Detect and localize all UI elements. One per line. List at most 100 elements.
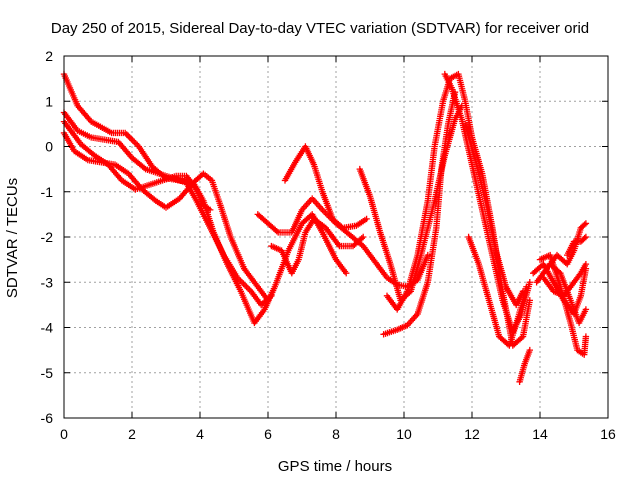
data-point <box>513 290 526 309</box>
data-point <box>417 199 438 259</box>
data-point <box>152 197 168 210</box>
data-point <box>387 260 404 302</box>
data-point <box>577 262 589 277</box>
data-point <box>564 240 577 259</box>
data-point <box>523 283 530 290</box>
data-point <box>363 215 370 223</box>
series-track-12 <box>465 233 530 349</box>
data-point <box>577 234 588 245</box>
data-points <box>60 70 590 385</box>
data-point <box>285 222 305 254</box>
data-point <box>183 172 199 191</box>
data-point <box>91 152 110 167</box>
data-point <box>462 98 475 139</box>
data-point <box>268 242 284 254</box>
data-point <box>582 333 590 340</box>
data-point <box>550 288 566 299</box>
series-track-6 <box>281 143 370 232</box>
data-point <box>506 317 521 349</box>
data-point <box>485 297 502 338</box>
data-point <box>88 118 113 136</box>
data-point <box>193 186 206 207</box>
data-point <box>424 251 431 259</box>
data-point <box>227 233 247 270</box>
data-point <box>254 283 270 302</box>
data-point <box>360 242 379 266</box>
data-point <box>295 231 309 263</box>
data-point <box>207 224 227 257</box>
data-point <box>424 145 438 204</box>
data-point <box>208 177 223 207</box>
data-point <box>448 84 465 121</box>
data-point <box>281 160 298 184</box>
data-point <box>309 195 325 212</box>
series-track-7 <box>268 215 367 277</box>
data-point <box>302 143 317 166</box>
data-point <box>278 247 295 275</box>
data-point <box>582 233 590 241</box>
data-point <box>582 260 590 268</box>
data-point <box>332 256 349 275</box>
data-point <box>310 161 325 193</box>
data-point <box>424 226 440 286</box>
series-track-19 <box>547 260 590 327</box>
data-point <box>394 289 410 313</box>
data-point <box>193 197 213 230</box>
data-point <box>135 143 155 169</box>
data-point <box>502 283 519 307</box>
data-point <box>414 253 431 284</box>
data-point <box>582 220 590 227</box>
data-point <box>329 215 345 230</box>
data-point <box>105 161 124 183</box>
data-point <box>468 161 485 211</box>
y-tick-label: -3 <box>41 274 54 290</box>
data-point <box>526 297 533 304</box>
x-tick-label: 2 <box>128 426 136 442</box>
y-tick-label: -5 <box>41 365 54 381</box>
data-point <box>237 288 257 325</box>
y-tick-label: -4 <box>41 320 54 336</box>
data-point <box>547 260 563 276</box>
data-point <box>496 333 512 348</box>
data-point <box>310 215 328 230</box>
data-point <box>582 306 590 313</box>
data-point <box>414 199 431 259</box>
data-point <box>475 260 492 302</box>
data-point <box>343 270 350 277</box>
series-track-14 <box>516 346 533 385</box>
data-point <box>122 129 141 149</box>
data-point <box>414 281 431 318</box>
x-tick-label: 16 <box>600 426 616 442</box>
series-track-9 <box>380 89 459 338</box>
data-point <box>536 252 552 263</box>
data-point <box>118 177 137 192</box>
y-tick-label: -1 <box>41 184 54 200</box>
data-point <box>472 156 489 202</box>
data-point <box>264 297 272 304</box>
data-point <box>509 334 525 349</box>
data-point <box>407 253 424 295</box>
data-point <box>319 188 336 221</box>
data-point <box>207 206 214 214</box>
data-point <box>349 235 365 250</box>
data-point <box>139 186 158 203</box>
series-track-20 <box>564 233 590 259</box>
data-point <box>128 154 148 172</box>
data-point <box>540 260 556 284</box>
data-point <box>322 224 342 248</box>
y-tick-label: -2 <box>41 229 54 245</box>
data-point <box>353 216 369 229</box>
data-point <box>404 253 421 295</box>
data-point <box>200 170 214 183</box>
data-point <box>268 292 275 300</box>
grid-lines <box>64 56 608 418</box>
data-point <box>176 181 196 202</box>
y-axis-title: SDTVAR / TECUs <box>4 178 21 298</box>
data-point <box>575 308 589 327</box>
data-point <box>264 220 280 235</box>
data-point <box>519 299 533 340</box>
y-tick-label: 1 <box>45 93 53 109</box>
data-point <box>521 348 533 367</box>
data-point <box>441 70 454 89</box>
